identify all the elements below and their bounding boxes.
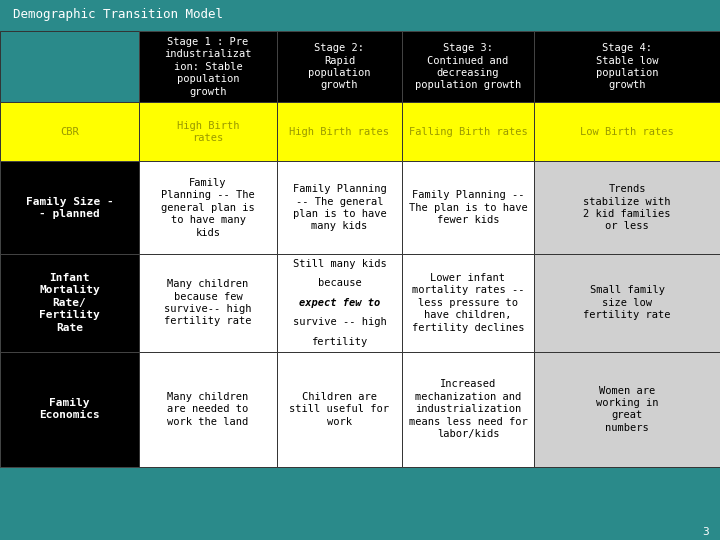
Text: Stage 2:
Rapid
population
growth: Stage 2: Rapid population growth <box>308 43 371 91</box>
Text: Many children
are needed to
work the land: Many children are needed to work the lan… <box>168 392 248 427</box>
Bar <box>402 31 534 103</box>
Text: Women are
working in
great
numbers: Women are working in great numbers <box>596 386 658 433</box>
Text: CBR: CBR <box>60 127 79 137</box>
Text: Stage 1 : Pre
industrializat
ion: Stable
population
growth: Stage 1 : Pre industrializat ion: Stable… <box>164 37 252 97</box>
Text: Stage 4:
Stable low
population
growth: Stage 4: Stable low population growth <box>596 43 658 91</box>
Text: High Birth
rates: High Birth rates <box>177 121 239 143</box>
Text: Increased
mechanization and
industrialization
means less need for
labor/kids: Increased mechanization and industrializ… <box>409 380 527 439</box>
Text: Stage 3:
Continued and
decreasing
population growth: Stage 3: Continued and decreasing popula… <box>415 43 521 91</box>
Text: Children are
still useful for
work: Children are still useful for work <box>289 392 390 427</box>
Text: Family
Planning -- The
general plan is
to have many
kids: Family Planning -- The general plan is t… <box>161 178 255 238</box>
Text: 3: 3 <box>703 527 709 537</box>
Text: Family Size -
- planned: Family Size - - planned <box>26 197 113 219</box>
Text: Family Planning
-- The general
plan is to have
many kids: Family Planning -- The general plan is t… <box>292 184 387 231</box>
Bar <box>534 103 720 161</box>
Bar <box>534 161 720 254</box>
Text: Still many kids: Still many kids <box>292 259 387 269</box>
Text: Infant
Mortality
Rate/
Fertility
Rate: Infant Mortality Rate/ Fertility Rate <box>39 273 100 333</box>
Bar <box>402 103 534 161</box>
Text: Trends
stabilize with
2 kid families
or less: Trends stabilize with 2 kid families or … <box>583 184 671 231</box>
Bar <box>402 254 534 352</box>
Bar <box>277 103 402 161</box>
Text: High Birth rates: High Birth rates <box>289 127 390 137</box>
Text: Lower infant
mortality rates --
less pressure to
have children,
fertility declin: Lower infant mortality rates -- less pre… <box>412 273 524 333</box>
Bar <box>0 103 139 161</box>
Bar <box>0 254 139 352</box>
Bar <box>139 103 277 161</box>
Bar <box>139 352 277 467</box>
Text: fertility: fertility <box>311 337 368 347</box>
Bar <box>534 352 720 467</box>
Text: Small family
size low
fertility rate: Small family size low fertility rate <box>583 286 671 320</box>
Text: Many children
because few
survive-- high
fertility rate: Many children because few survive-- high… <box>164 279 252 327</box>
Text: Family Planning --
The plan is to have
fewer kids: Family Planning -- The plan is to have f… <box>409 191 527 225</box>
Bar <box>0 0 720 30</box>
Text: Family
Economics: Family Economics <box>39 398 100 421</box>
Bar <box>0 161 139 254</box>
Bar <box>402 161 534 254</box>
Text: because: because <box>318 278 361 288</box>
Bar <box>0 352 139 467</box>
Text: Falling Birth rates: Falling Birth rates <box>409 127 527 137</box>
Bar <box>534 31 720 103</box>
Bar <box>277 31 402 103</box>
Text: Low Birth rates: Low Birth rates <box>580 127 674 137</box>
Bar <box>139 254 277 352</box>
Bar <box>139 161 277 254</box>
Bar <box>402 352 534 467</box>
Bar <box>534 254 720 352</box>
Bar <box>277 161 402 254</box>
Bar <box>0 31 139 103</box>
Bar <box>277 254 402 352</box>
Bar <box>277 352 402 467</box>
Text: expect few to: expect few to <box>299 298 380 308</box>
Text: survive -- high: survive -- high <box>292 318 387 327</box>
Text: Demographic Transition Model: Demographic Transition Model <box>13 8 223 22</box>
Bar <box>139 31 277 103</box>
